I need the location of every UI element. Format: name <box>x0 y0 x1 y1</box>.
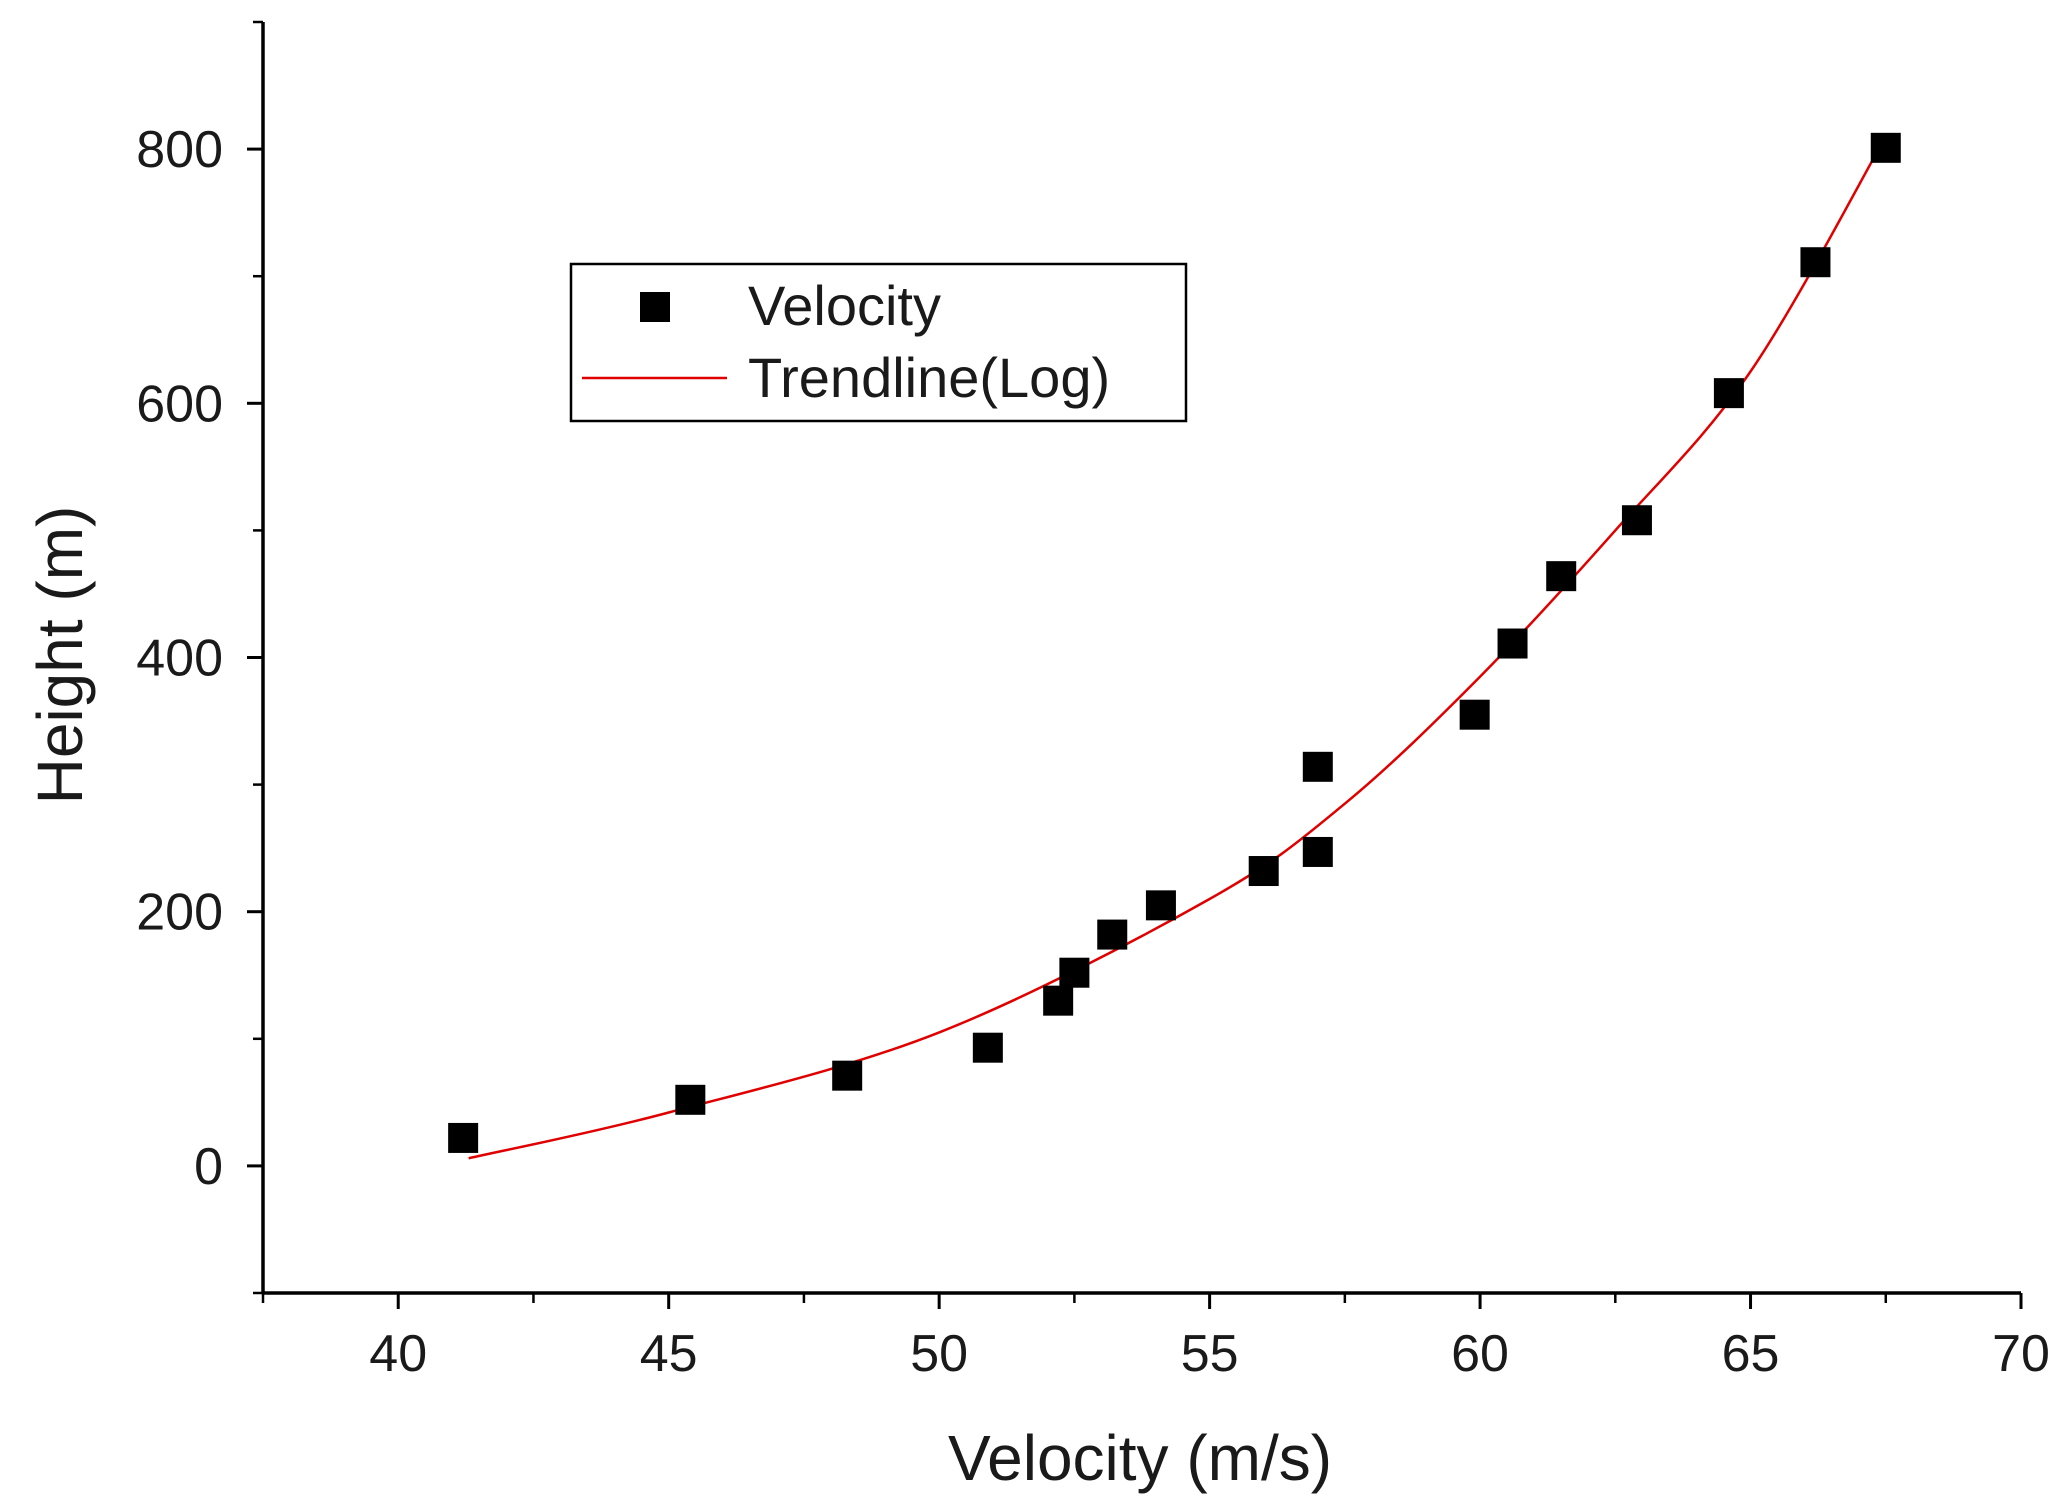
data-point-velocity <box>1870 132 1901 163</box>
data-point-velocity <box>1145 890 1176 921</box>
data-point-velocity <box>1546 561 1577 592</box>
y-tick-label: 0 <box>194 1138 223 1196</box>
data-point-velocity <box>1059 957 1090 988</box>
data-point-velocity <box>675 1084 706 1115</box>
y-tick-label: 800 <box>136 121 223 179</box>
x-tick-label: 70 <box>1992 1325 2050 1383</box>
data-point-velocity <box>1713 378 1744 409</box>
data-point-velocity <box>1621 505 1652 536</box>
y-axis-title: Height (m) <box>24 506 96 805</box>
data-point-velocity <box>1800 247 1831 278</box>
trendline-layer <box>468 135 1887 1160</box>
data-point-velocity <box>1097 919 1128 950</box>
x-tick-label: 65 <box>1722 1325 1780 1383</box>
legend-label-velocity: Velocity <box>748 274 941 337</box>
data-point-velocity <box>972 1032 1003 1063</box>
x-tick-label: 50 <box>910 1325 968 1383</box>
y-tick-label: 200 <box>136 884 223 942</box>
data-point-velocity <box>1302 751 1333 782</box>
data-point-velocity <box>1497 628 1528 659</box>
data-point-velocity <box>1302 836 1333 867</box>
legend-box <box>569 262 1188 423</box>
data-point-velocity <box>1248 856 1279 887</box>
data-point-velocity <box>1043 985 1074 1016</box>
points-layer <box>448 132 1901 1153</box>
data-point-velocity <box>448 1122 479 1153</box>
x-axis-title: Velocity (m/s) <box>948 1422 1332 1494</box>
axes-layer: 40 45 50 55 60 65 70 0 200 400 600 800 <box>136 20 2050 1383</box>
trendline-curve <box>468 135 1887 1160</box>
y-tick-label: 400 <box>136 630 223 688</box>
x-tick-label: 60 <box>1451 1325 1509 1383</box>
data-point-velocity <box>1459 699 1490 730</box>
x-tick-label: 45 <box>640 1325 698 1383</box>
legend-marker-velocity <box>640 292 670 322</box>
y-tick-label: 600 <box>136 375 223 433</box>
x-tick-label: 55 <box>1181 1325 1239 1383</box>
data-point-velocity <box>832 1060 863 1091</box>
legend: Velocity Trendline(Log) <box>569 262 1188 423</box>
legend-label-trendline: Trendline(Log) <box>748 346 1110 409</box>
x-tick-label: 40 <box>369 1325 427 1383</box>
